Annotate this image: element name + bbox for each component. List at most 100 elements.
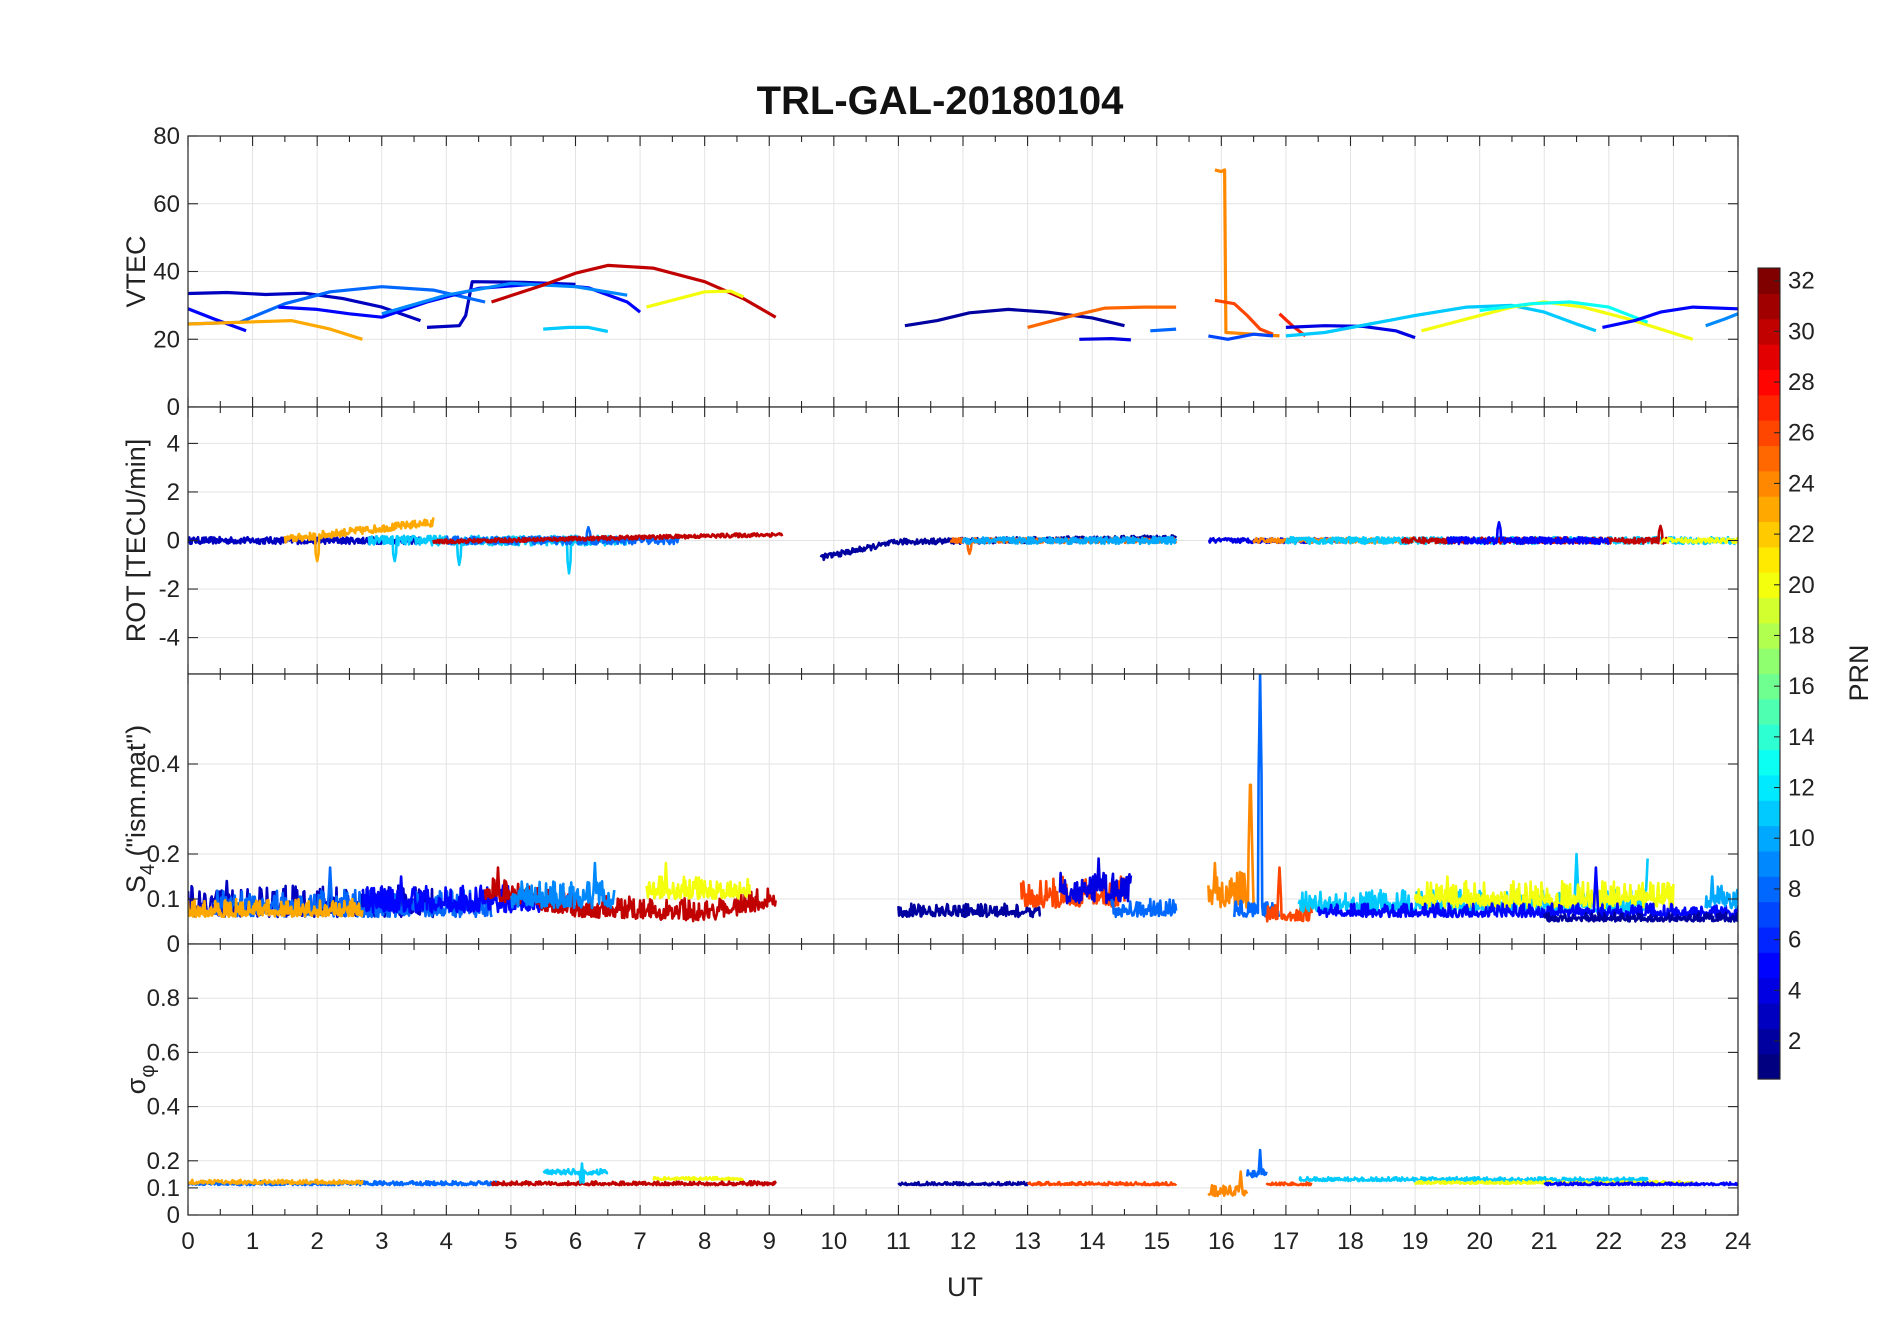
series-prn-24 [1207, 783, 1255, 909]
series-prn-10 [1704, 875, 1738, 910]
colorbar-segment [1758, 876, 1780, 903]
x-tick-label: 5 [504, 1228, 517, 1255]
colorbar-segment [1758, 952, 1780, 979]
colorbar-segment [1758, 698, 1780, 725]
colorbar-segment [1758, 420, 1780, 446]
data-layer [188, 1148, 1738, 1198]
y-tick-label: 40 [153, 259, 180, 286]
colorbar-tick-label: 26 [1788, 420, 1815, 447]
y-tick-label: 0 [167, 394, 180, 421]
data-layer [188, 674, 1738, 923]
series-prn-26 [1214, 298, 1274, 336]
colorbar-tick-label: 28 [1788, 369, 1815, 396]
y-axis-label-main: σ [121, 1077, 151, 1094]
colorbar-segment [1758, 597, 1780, 624]
series-prn-25 [1027, 305, 1177, 329]
colorbar-segment [1758, 268, 1780, 294]
panel-vtec: 0 20 40 60 80 VTEC [121, 123, 1739, 421]
colorbar-segment [1758, 825, 1780, 852]
colorbar-tick-label: 18 [1788, 622, 1815, 649]
colorbar-tick-label: 32 [1788, 268, 1815, 295]
x-tick-label: 20 [1466, 1228, 1493, 1255]
x-tick-label: 12 [950, 1228, 977, 1255]
grid [187, 135, 1739, 408]
colorbar-segment [1758, 977, 1780, 1004]
series-prn-4 [1079, 337, 1132, 342]
colorbar-segment [1758, 293, 1780, 320]
colorbar-tick-label: 12 [1788, 775, 1815, 802]
series-prn-5 [1602, 305, 1738, 329]
x-ticks [187, 674, 1739, 944]
series-prn-9 [381, 281, 628, 316]
x-tick-label: 14 [1079, 1228, 1106, 1255]
y-axis-label-main: S [121, 875, 151, 893]
x-tick-label: 11 [886, 1228, 911, 1255]
colorbar-segment [1758, 901, 1780, 928]
y-tick-label: 60 [153, 191, 180, 218]
series-prn-4 [1058, 857, 1133, 905]
y-axis-label: S4 ("ism.mat") [121, 725, 159, 893]
series-prn-8 [1110, 897, 1178, 919]
series-prn-26 [1265, 1181, 1313, 1187]
series-prn-30 [491, 263, 777, 319]
colorbar-segment [1758, 470, 1780, 497]
series-prn-5 [1446, 521, 1610, 546]
colorbar-tick-label: 6 [1788, 927, 1801, 954]
series-prn-11 [543, 325, 609, 334]
colorbar-segment [1758, 1002, 1780, 1029]
series-prn-26 [1026, 1180, 1178, 1187]
colorbar-tick-label: 22 [1788, 521, 1815, 548]
series-prn-20 [652, 1175, 745, 1182]
x-tick-label: 7 [633, 1228, 646, 1255]
y-axis-label: VTEC [121, 235, 151, 307]
colorbar-segment [1758, 394, 1780, 421]
colorbar-tick-label: 24 [1788, 470, 1815, 497]
series-prn-20 [646, 289, 745, 309]
series-prn-30 [490, 1179, 777, 1187]
y-tick-label: -4 [159, 625, 180, 652]
y-tick-label: 0.2 [147, 1148, 180, 1175]
x-tick-label: 22 [1595, 1228, 1622, 1255]
x-tick-label: 16 [1208, 1228, 1235, 1255]
series-prn-3 [188, 290, 422, 323]
series-prn-11 [1285, 303, 1597, 338]
colorbar-segment [1758, 344, 1780, 370]
series-prn-11 [1298, 1175, 1649, 1183]
y-tick-label: -2 [159, 576, 180, 603]
x-tick-label: 2 [310, 1228, 323, 1255]
series-prn-2 [1543, 911, 1738, 923]
colorbar-segment [1758, 546, 1780, 573]
series-prn-7 [1208, 332, 1274, 341]
x-tick-label: 15 [1143, 1228, 1170, 1255]
series-prn-9 [509, 861, 616, 910]
colorbar-segment [1758, 749, 1780, 776]
colorbar-segment [1758, 521, 1780, 548]
series-prn-20 [1659, 536, 1738, 545]
y-tick-label: 20 [153, 326, 180, 353]
x-tick-label: 18 [1337, 1228, 1364, 1255]
x-tick-label: 8 [698, 1228, 711, 1255]
y-tick-label: 0.4 [147, 1094, 180, 1121]
series-prn-13 [1479, 300, 1649, 324]
series-prn-11 [542, 1162, 609, 1184]
series-prn-20 [1413, 875, 1675, 910]
colorbar-frame [1757, 267, 1781, 1080]
y-tick-label: 0.1 [147, 1175, 180, 1202]
series-prn-26 [1265, 866, 1314, 923]
x-axis-label: UT [947, 1272, 983, 1302]
series-prn-2 [897, 1180, 1029, 1187]
series-prn-30 [432, 531, 784, 545]
colorbar-segment [1758, 622, 1780, 649]
x-ticks [187, 407, 1739, 674]
x-tick-label: 0 [181, 1228, 194, 1255]
x-tick-label: 1 [246, 1228, 259, 1255]
y-tick-label: 0.6 [147, 1039, 180, 1066]
y-tick-label: 0.2 [147, 841, 180, 868]
x-tick-label: 6 [569, 1228, 582, 1255]
colorbar-tick-label: 14 [1788, 724, 1815, 751]
x-ticks [187, 136, 1739, 407]
